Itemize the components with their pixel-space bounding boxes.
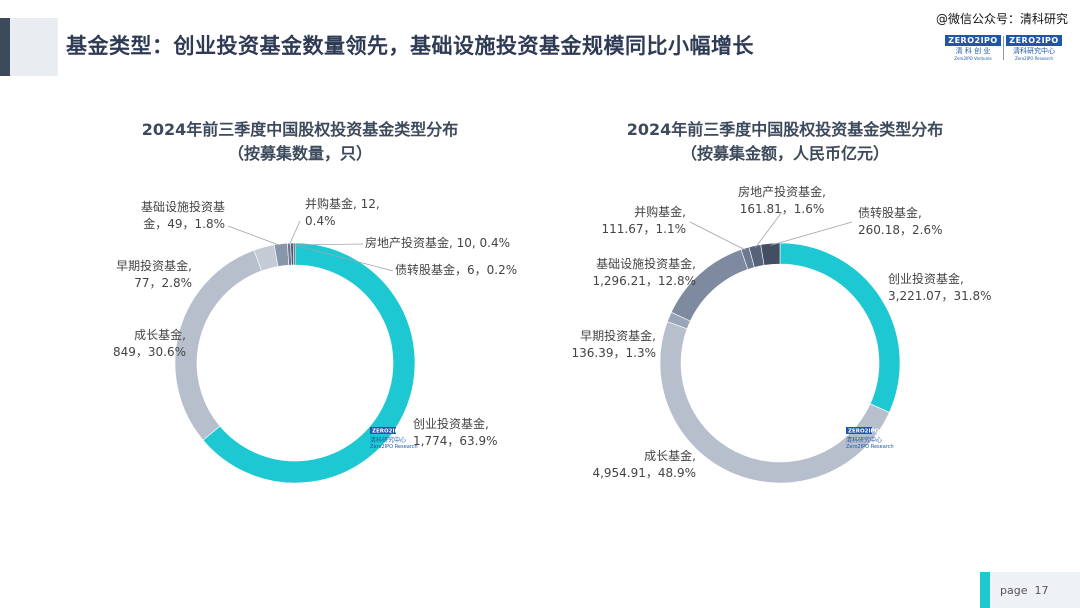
svg-text:ZERO2IPO: ZERO2IPO [372,429,404,435]
donut-chart-2: 创业投资基金, 3,221.07，31.8% 成长基金, 4,954.91，48.9%… [572,184,992,484]
leader-line [292,243,364,246]
chart-title-line1: 2024年前三季度中国股权投资基金类型分布 [141,120,459,139]
slice-label: 创业投资基金, 1,774，63.9% [413,416,497,448]
donut-slice [659,321,890,484]
slice-label: 成长基金, 4,954.91，48.9% [592,448,696,480]
slice-label: 房地产投资基金, 161.81，1.6% [738,184,826,216]
leader-line [754,211,783,248]
leader-line [288,220,301,246]
slice-label: 基础设施投资基金，49，1.8% [141,199,225,231]
donut-slice [760,242,781,266]
zero2ipo-research-logo: ZERO2IPO 清科研究中心 Zero2IPO Research [1006,35,1062,61]
leader-line [689,221,746,251]
slice-label: 债转股基金，6，0.2% [395,262,517,277]
slice-label: 房地产投资基金, 10, 0.4% [365,235,510,250]
slice-label: 早期投资基金, 136.39，1.3% [572,328,656,360]
zero2ipo-ventures-logo: ZERO2IPO 清 科 创 业 Zero2IPO Ventures [945,35,1001,61]
svg-text:Zero2IPO Research: Zero2IPO Research [846,444,894,450]
donut-slice [293,242,296,266]
page-number-box [980,572,1080,608]
leader-line [770,221,853,246]
leader-line [227,225,282,247]
title-band [10,18,58,76]
slice-label: 债转股基金, 260.18，2.6% [858,205,942,237]
slice-label: 创业投资基金, 3,221.07，31.8% [888,271,992,303]
chart-title-count: 2024年前三季度中国股权投资基金类型分布 （按募集数量，只） [90,118,510,166]
slice-label: 成长基金, 849，30.6% [113,327,186,359]
donut-chart-1: 创业投资基金, 1,774，63.9% 成长基金, 849，30.6% 早期投资基金, 7… [113,196,517,484]
brand-logos: ZERO2IPO 清 科 创 业 Zero2IPO Ventures ZERO2… [945,35,1062,61]
page-number-accent [980,572,990,608]
svg-text:ZERO2IPO: ZERO2IPO [848,429,880,435]
svg-text:清科研究中心: 清科研究中心 [846,436,882,444]
logo-divider [1003,36,1004,60]
donut-slice [202,242,416,484]
slice-label: 基础设施投资基金, 1,296.21，12.8% [592,256,696,288]
leader-line [294,244,394,272]
title-accent-bar [0,18,10,76]
chart-title-line2: （按募集数量，只） [227,144,372,163]
slice-label: 早期投资基金, 77，2.8% [116,258,192,290]
slice-label: 并购基金, 12, 0.4% [305,196,380,228]
svg-text:Zero2IPO Research: Zero2IPO Research [370,444,418,450]
page-title: 基金类型：创业投资基金数量领先，基础设施投资基金规模同比小幅增长 [66,34,754,58]
slice-label: 并购基金, 111.67，1.1% [602,204,686,236]
donut-slice [779,242,901,413]
wechat-watermark: @微信公众号：清科研究 [935,12,1068,26]
chart-title-line1: 2024年前三季度中国股权投资基金类型分布 [626,120,944,139]
chart-title-line2: （按募集金额，人民币亿元） [680,144,889,163]
chart-title-amount: 2024年前三季度中国股权投资基金类型分布 （按募集金额，人民币亿元） [575,118,995,166]
svg-text:清科研究中心: 清科研究中心 [370,436,406,444]
page-number: page 17 [1000,584,1049,597]
